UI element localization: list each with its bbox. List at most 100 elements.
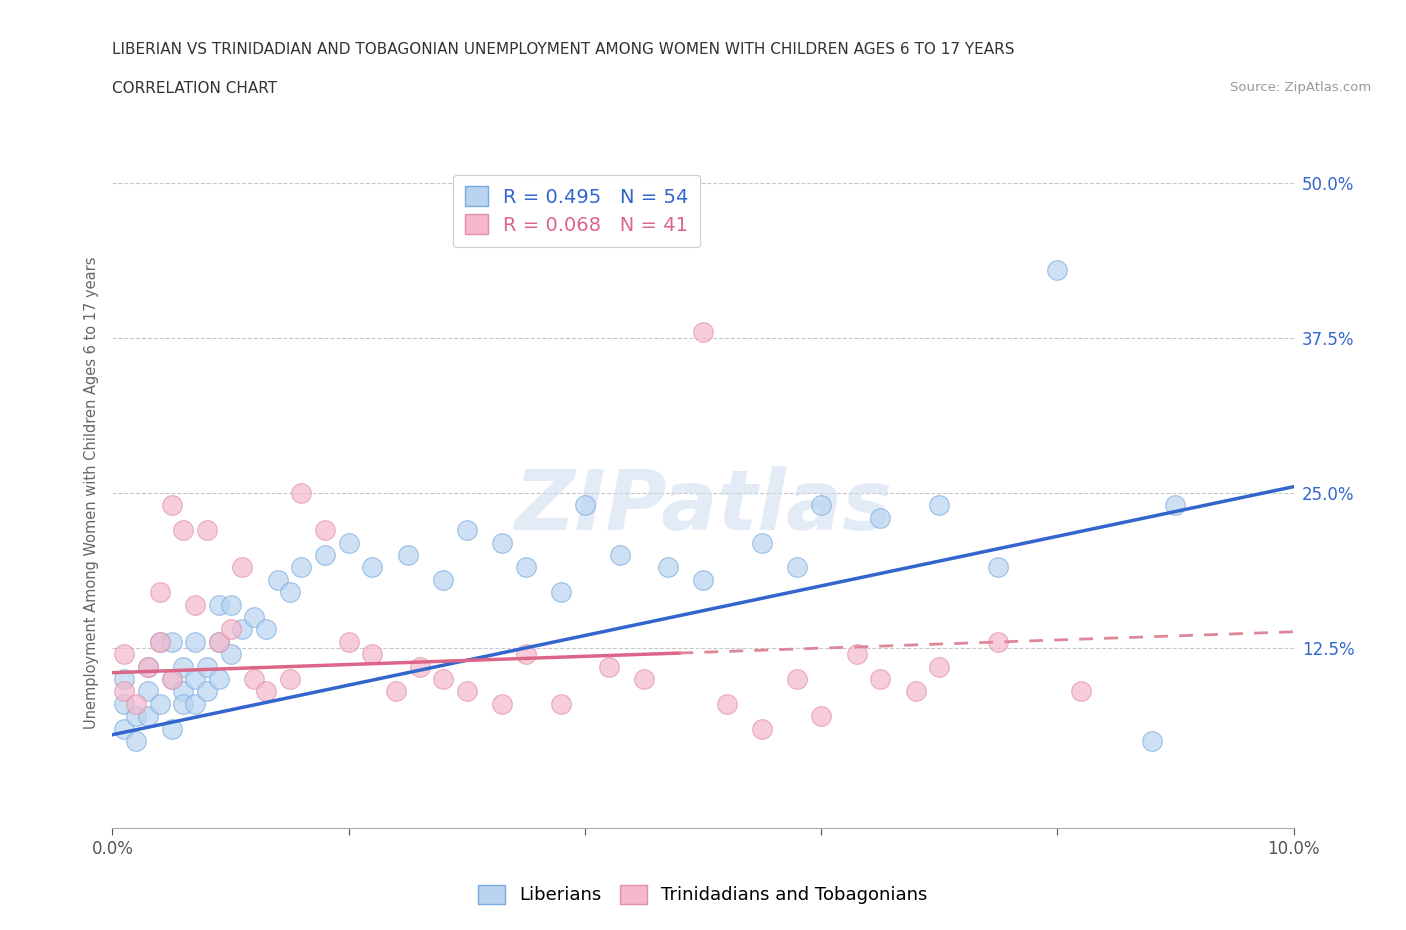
Point — [408, 659, 430, 674]
Point — [184, 697, 207, 711]
Point — [1164, 498, 1187, 512]
Point — [112, 684, 135, 698]
Point — [184, 597, 207, 612]
Point — [195, 523, 218, 538]
Point — [456, 523, 478, 538]
Point — [987, 560, 1010, 575]
Point — [1046, 262, 1069, 277]
Point — [574, 498, 596, 512]
Text: CORRELATION CHART: CORRELATION CHART — [112, 81, 277, 96]
Legend: Liberians, Trinidadians and Tobagonians: Liberians, Trinidadians and Tobagonians — [471, 878, 935, 911]
Point — [692, 325, 714, 339]
Point — [125, 734, 148, 749]
Point — [112, 671, 135, 686]
Point — [219, 622, 242, 637]
Point — [810, 498, 832, 512]
Point — [112, 697, 135, 711]
Point — [184, 634, 207, 649]
Point — [219, 597, 242, 612]
Point — [149, 585, 172, 600]
Point — [125, 709, 148, 724]
Point — [208, 634, 231, 649]
Point — [219, 646, 242, 661]
Point — [160, 634, 183, 649]
Point — [716, 697, 738, 711]
Point — [314, 523, 336, 538]
Point — [172, 697, 194, 711]
Point — [1140, 734, 1163, 749]
Point — [278, 671, 301, 686]
Point — [609, 548, 631, 563]
Point — [195, 684, 218, 698]
Point — [254, 622, 277, 637]
Point — [278, 585, 301, 600]
Point — [751, 721, 773, 736]
Point — [337, 535, 360, 550]
Point — [491, 535, 513, 550]
Point — [550, 585, 572, 600]
Point — [869, 511, 891, 525]
Point — [810, 709, 832, 724]
Point — [869, 671, 891, 686]
Point — [550, 697, 572, 711]
Point — [136, 659, 159, 674]
Text: ZIPatlas: ZIPatlas — [515, 466, 891, 547]
Point — [208, 597, 231, 612]
Point — [149, 634, 172, 649]
Point — [290, 485, 312, 500]
Point — [751, 535, 773, 550]
Point — [231, 622, 253, 637]
Text: Source: ZipAtlas.com: Source: ZipAtlas.com — [1230, 81, 1371, 94]
Point — [1070, 684, 1092, 698]
Y-axis label: Unemployment Among Women with Children Ages 6 to 17 years: Unemployment Among Women with Children A… — [83, 257, 98, 729]
Legend: R = 0.495   N = 54, R = 0.068   N = 41: R = 0.495 N = 54, R = 0.068 N = 41 — [453, 175, 700, 246]
Point — [491, 697, 513, 711]
Point — [432, 671, 454, 686]
Point — [195, 659, 218, 674]
Point — [160, 498, 183, 512]
Point — [112, 646, 135, 661]
Point — [598, 659, 620, 674]
Point — [243, 671, 266, 686]
Point — [928, 659, 950, 674]
Point — [149, 697, 172, 711]
Point — [172, 659, 194, 674]
Point — [361, 646, 384, 661]
Point — [290, 560, 312, 575]
Point — [125, 697, 148, 711]
Point — [385, 684, 408, 698]
Point — [633, 671, 655, 686]
Point — [432, 572, 454, 587]
Point — [314, 548, 336, 563]
Point — [160, 671, 183, 686]
Point — [136, 684, 159, 698]
Point — [184, 671, 207, 686]
Point — [987, 634, 1010, 649]
Point — [361, 560, 384, 575]
Point — [456, 684, 478, 698]
Point — [136, 709, 159, 724]
Point — [243, 609, 266, 624]
Point — [267, 572, 290, 587]
Point — [845, 646, 868, 661]
Point — [692, 572, 714, 587]
Point — [515, 560, 537, 575]
Point — [160, 671, 183, 686]
Point — [149, 634, 172, 649]
Point — [172, 684, 194, 698]
Point — [254, 684, 277, 698]
Point — [136, 659, 159, 674]
Point — [396, 548, 419, 563]
Point — [208, 671, 231, 686]
Point — [208, 634, 231, 649]
Point — [160, 721, 183, 736]
Point — [657, 560, 679, 575]
Point — [515, 646, 537, 661]
Point — [337, 634, 360, 649]
Point — [928, 498, 950, 512]
Point — [786, 560, 808, 575]
Point — [112, 721, 135, 736]
Point — [172, 523, 194, 538]
Point — [231, 560, 253, 575]
Text: LIBERIAN VS TRINIDADIAN AND TOBAGONIAN UNEMPLOYMENT AMONG WOMEN WITH CHILDREN AG: LIBERIAN VS TRINIDADIAN AND TOBAGONIAN U… — [112, 42, 1015, 57]
